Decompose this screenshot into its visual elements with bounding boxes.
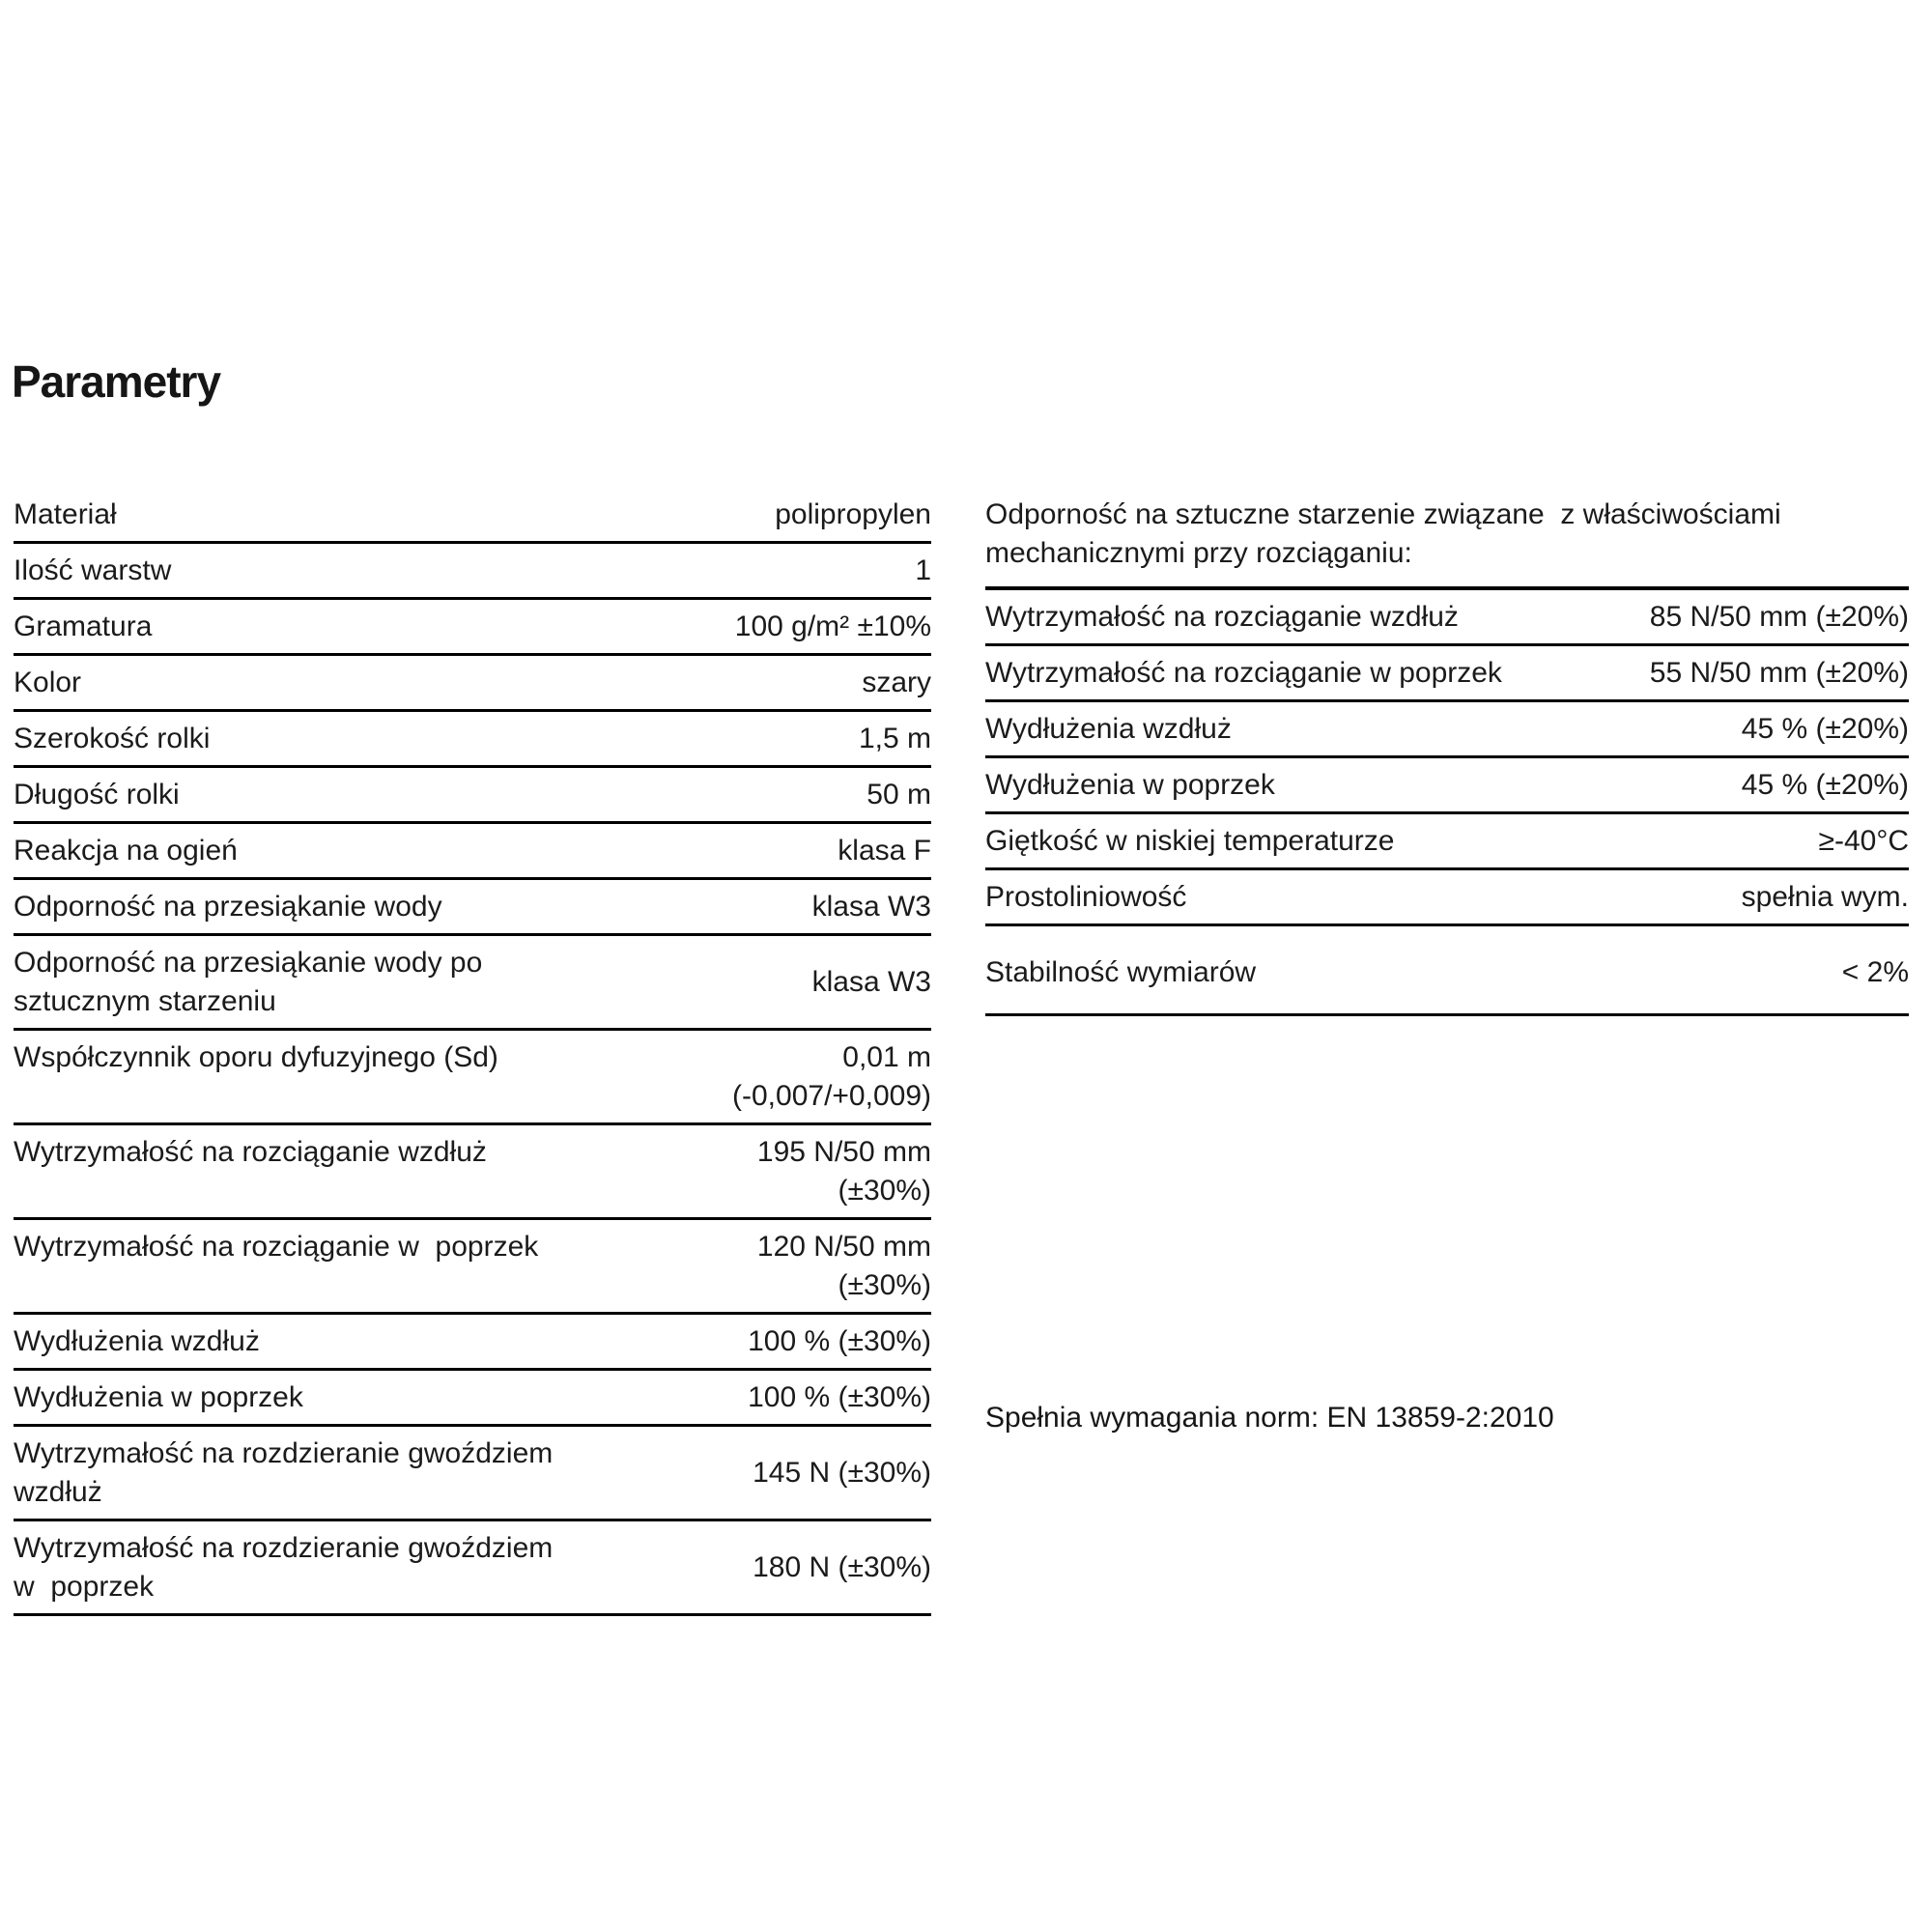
row-value: 85 N/50 mm (±20%) (1649, 601, 1909, 633)
row-label: Reakcja na ogień (14, 835, 238, 867)
row-value: 45 % (±20%) (1741, 713, 1909, 745)
row-label: Kolor (14, 667, 82, 698)
table-row: Kolor szary (14, 656, 931, 712)
right-table-header: Odporność na sztuczne starzenie związane… (985, 488, 1909, 590)
table-row: Wytrzymałość na rozdzieranie gwoździem w… (14, 1427, 931, 1521)
table-row: Wytrzymałość na rozciąganie w poprzek 12… (14, 1220, 931, 1315)
page-title: Parametry (12, 356, 221, 407)
row-label: Materiał (14, 498, 117, 530)
table-row: Giętkość w niskiej temperaturze ≥-40°C (985, 814, 1909, 870)
row-value: < 2% (1841, 956, 1909, 988)
standards-note: Spełnia wymagania norm: EN 13859-2:2010 (985, 1402, 1554, 1434)
row-value: 180 N (±30%) (753, 1551, 931, 1583)
row-value: klasa W3 (811, 891, 931, 923)
table-row: Ilość warstw 1 (14, 544, 931, 600)
row-value: 120 N/50 mm (±30%) (756, 1231, 931, 1301)
table-row: Wydłużenia wzdłuż 100 % (±30%) (14, 1315, 931, 1371)
table-row: Wydłużenia w poprzek 100 % (±30%) (14, 1371, 931, 1427)
row-value: 55 N/50 mm (±20%) (1649, 657, 1909, 689)
row-value: 0,01 m (-0,007/+0,009) (732, 1041, 931, 1112)
parameters-table-right: Odporność na sztuczne starzenie związane… (985, 488, 1909, 1016)
row-label: Wydłużenia wzdłuż (985, 713, 1232, 745)
parameters-table-left: Materiał polipropylen Ilość warstw 1 Gra… (14, 488, 931, 1616)
row-value: 1,5 m (858, 723, 931, 754)
table-row: Współczynnik oporu dyfuzyjnego (Sd) 0,01… (14, 1031, 931, 1125)
row-label: Wytrzymałość na rozciąganie w poprzek (14, 1231, 539, 1263)
table-row: Wydłużenia w poprzek 45 % (±20%) (985, 758, 1909, 814)
table-row: Wytrzymałość na rozdzieranie gwoździem w… (14, 1521, 931, 1616)
left-table-rows: Materiał polipropylen Ilość warstw 1 Gra… (14, 488, 931, 1616)
row-value: szary (862, 667, 931, 698)
row-label: Wytrzymałość na rozciąganie w poprzek (985, 657, 1502, 689)
row-label: Wydłużenia w poprzek (14, 1381, 303, 1413)
table-row: Długość rolki 50 m (14, 768, 931, 824)
row-value: 1 (915, 554, 931, 586)
table-row: Gramatura 100 g/m² ±10% (14, 600, 931, 656)
row-value: 50 m (867, 779, 931, 810)
row-value: 145 N (±30%) (753, 1457, 931, 1489)
table-row: Stabilność wymiarów < 2% (985, 926, 1909, 1016)
row-label: Wytrzymałość na rozciąganie wzdłuż (14, 1136, 487, 1168)
row-label: Współczynnik oporu dyfuzyjnego (Sd) (14, 1041, 498, 1073)
table-row: Odporność na przesiąkanie wody klasa W3 (14, 880, 931, 936)
table-row: Wytrzymałość na rozciąganie wzdłuż 195 N… (14, 1125, 931, 1220)
row-label: Gramatura (14, 611, 153, 642)
table-row: Szerokość rolki 1,5 m (14, 712, 931, 768)
row-label: Wytrzymałość na rozdzieranie gwoździem w… (14, 1437, 554, 1508)
row-value: ≥-40°C (1818, 825, 1910, 857)
table-row: Materiał polipropylen (14, 488, 931, 544)
row-value: 100 % (±30%) (748, 1381, 931, 1413)
row-label: Długość rolki (14, 779, 180, 810)
row-value: 100 g/m² ±10% (734, 611, 931, 642)
row-label: Prostoliniowość (985, 881, 1187, 913)
table-row: Odporność na przesiąkanie wody po sztucz… (14, 936, 931, 1031)
row-value: 100 % (±30%) (748, 1325, 931, 1357)
row-label: Wytrzymałość na rozciąganie wzdłuż (985, 601, 1459, 633)
row-label: Wydłużenia w poprzek (985, 769, 1275, 801)
table-row: Reakcja na ogień klasa F (14, 824, 931, 880)
table-row: Wytrzymałość na rozciąganie w poprzek 55… (985, 646, 1909, 702)
row-value: 45 % (±20%) (1741, 769, 1909, 801)
row-value: klasa W3 (811, 966, 931, 998)
table-row: Wytrzymałość na rozciąganie wzdłuż 85 N/… (985, 590, 1909, 646)
right-table-rows: Wytrzymałość na rozciąganie wzdłuż 85 N/… (985, 590, 1909, 1016)
row-value: spełnia wym. (1741, 881, 1909, 913)
row-label: Szerokość rolki (14, 723, 211, 754)
row-label: Odporność na przesiąkanie wody (14, 891, 442, 923)
table-row: Wydłużenia wzdłuż 45 % (±20%) (985, 702, 1909, 758)
row-value: 195 N/50 mm (±30%) (756, 1136, 931, 1207)
row-label: Wytrzymałość na rozdzieranie gwoździem w… (14, 1532, 554, 1603)
row-value: polipropylen (775, 498, 931, 530)
row-label: Odporność na przesiąkanie wody po sztucz… (14, 947, 483, 1017)
row-label: Stabilność wymiarów (985, 956, 1257, 988)
table-row: Prostoliniowość spełnia wym. (985, 870, 1909, 926)
row-label: Ilość warstw (14, 554, 172, 586)
row-label: Wydłużenia wzdłuż (14, 1325, 260, 1357)
row-label: Giętkość w niskiej temperaturze (985, 825, 1395, 857)
row-value: klasa F (838, 835, 931, 867)
